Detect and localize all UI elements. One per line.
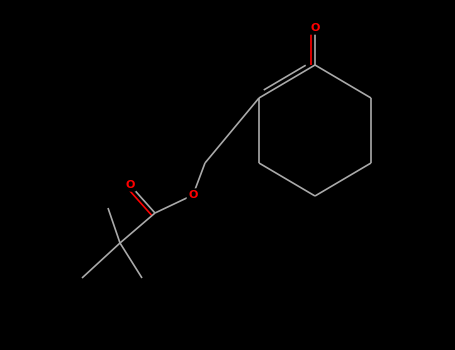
Text: O: O	[310, 23, 320, 33]
Text: O: O	[125, 180, 135, 190]
Text: O: O	[188, 190, 197, 200]
